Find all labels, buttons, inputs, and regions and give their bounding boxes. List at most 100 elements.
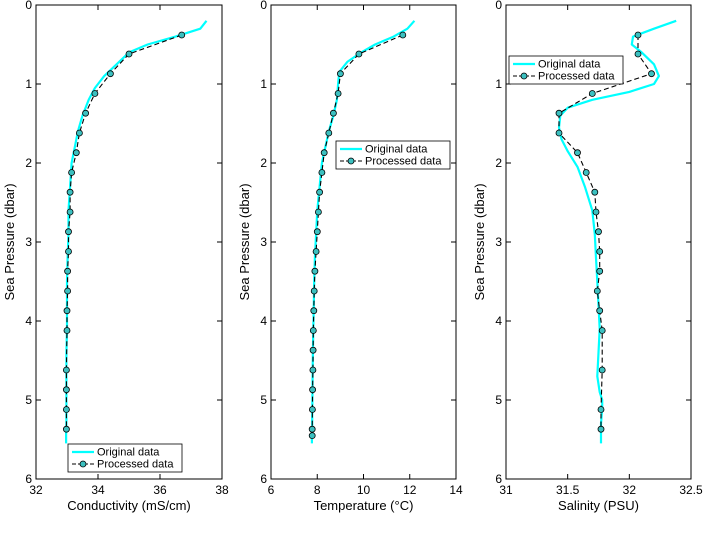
processed-data-point xyxy=(634,50,642,58)
y-tick-label: 0 xyxy=(260,0,267,12)
y-tick-label: 1 xyxy=(260,77,267,91)
y-tick-label: 6 xyxy=(495,472,502,486)
legend-label-original: Original data xyxy=(365,144,428,156)
y-tick-label: 5 xyxy=(25,393,32,407)
legend-box xyxy=(335,140,451,170)
x-axis-label: Temperature (°C) xyxy=(314,498,414,513)
y-tick-label: 1 xyxy=(25,77,32,91)
processed-data-point xyxy=(648,70,655,78)
processed-data-point xyxy=(309,346,317,354)
y-tick-label: 2 xyxy=(495,156,502,170)
legend-label-original: Original data xyxy=(97,447,160,459)
y-tick-label: 3 xyxy=(25,235,32,249)
processed-data-point xyxy=(63,307,71,315)
processed-data-point xyxy=(309,386,317,394)
x-tick-label: 8 xyxy=(314,483,321,497)
processed-data-point xyxy=(66,188,74,196)
processed-data-point xyxy=(595,228,602,236)
processed-data-point xyxy=(63,386,70,394)
processed-data-point xyxy=(64,287,71,295)
processed-data-point xyxy=(65,248,72,255)
processed-data-point xyxy=(72,149,80,157)
x-tick-label: 32 xyxy=(29,483,43,497)
processed-data-point xyxy=(310,307,318,315)
processed-data-point xyxy=(311,267,319,275)
processed-data-point xyxy=(68,169,75,176)
legend-box xyxy=(508,55,624,85)
y-tick-label: 5 xyxy=(495,393,502,407)
processed-data-point xyxy=(178,31,186,39)
processed-data-point xyxy=(399,31,407,39)
x-tick-label: 31 xyxy=(499,483,513,497)
legend-label-processed: Processed data xyxy=(538,71,615,83)
y-tick-label: 6 xyxy=(260,472,267,486)
processed-data-point xyxy=(634,31,642,39)
legend-marker-processed xyxy=(347,157,355,165)
processed-data-point xyxy=(596,307,604,315)
y-tick-label: 4 xyxy=(260,314,267,328)
processed-data-point xyxy=(107,70,114,78)
processed-data-point xyxy=(63,366,70,374)
processed-data-point xyxy=(66,208,74,216)
processed-data-point xyxy=(318,169,326,176)
y-tick-label: 4 xyxy=(25,314,32,328)
x-tick-label: 34 xyxy=(91,483,105,497)
chart-panel-3: 31 31.5 32 32.5 0 1 2 3 4 5 6 Salinity (PSU) Sea Pre… xyxy=(472,0,703,513)
processed-data-point xyxy=(334,90,342,97)
processed-data-point xyxy=(574,149,581,157)
processed-data-point xyxy=(598,366,606,374)
processed-data-point xyxy=(65,228,72,236)
y-axis-label: Sea Pressure (dbar) xyxy=(472,183,487,300)
x-tick-label: 38 xyxy=(215,483,229,497)
legend-marker-processed xyxy=(520,72,528,80)
processed-data-point xyxy=(591,188,599,196)
processed-data-point xyxy=(313,228,321,236)
processed-data-point xyxy=(325,129,333,137)
series-processed-line xyxy=(65,34,182,430)
processed-data-point xyxy=(593,287,601,295)
legend-label-processed: Processed data xyxy=(365,156,442,168)
processed-data-point xyxy=(309,366,317,374)
processed-data-point xyxy=(597,425,605,433)
processed-data-point xyxy=(320,149,328,157)
legend-label-original: Original data xyxy=(538,59,601,71)
x-axis-label: Salinity (PSU) xyxy=(558,498,639,513)
y-tick-label: 5 xyxy=(260,393,267,407)
series-processed-line xyxy=(311,34,404,436)
processed-data-point xyxy=(63,327,71,334)
x-tick-label: 12 xyxy=(403,483,417,497)
processed-data-point xyxy=(308,432,316,440)
y-axis-label: Sea Pressure (dbar) xyxy=(237,183,252,300)
y-tick-label: 1 xyxy=(495,77,502,91)
y-axis-label: Sea Pressure (dbar) xyxy=(2,183,17,300)
processed-data-point xyxy=(316,188,324,196)
y-tick-label: 3 xyxy=(260,235,267,249)
processed-data-point xyxy=(64,267,71,275)
processed-data-point xyxy=(314,208,322,216)
processed-data-point xyxy=(596,248,604,255)
x-tick-label: 31.5 xyxy=(556,483,580,497)
processed-data-point xyxy=(588,90,596,97)
y-tick-label: 3 xyxy=(495,235,502,249)
processed-data-point xyxy=(336,70,344,78)
plot-area xyxy=(270,4,457,480)
x-axis-label: Conductivity (mS/cm) xyxy=(67,498,191,513)
processed-data-point xyxy=(555,129,563,137)
processed-data-point xyxy=(597,406,605,413)
x-tick-label: 14 xyxy=(449,483,463,497)
processed-data-point xyxy=(555,109,563,117)
y-tick-label: 0 xyxy=(495,0,502,12)
series-original-line xyxy=(557,19,677,444)
processed-data-point xyxy=(312,248,320,255)
x-tick-label: 36 xyxy=(153,483,167,497)
processed-data-point xyxy=(309,327,317,334)
processed-data-point xyxy=(310,287,318,295)
processed-data-point xyxy=(329,109,337,117)
x-tick-label: 32 xyxy=(623,483,637,497)
